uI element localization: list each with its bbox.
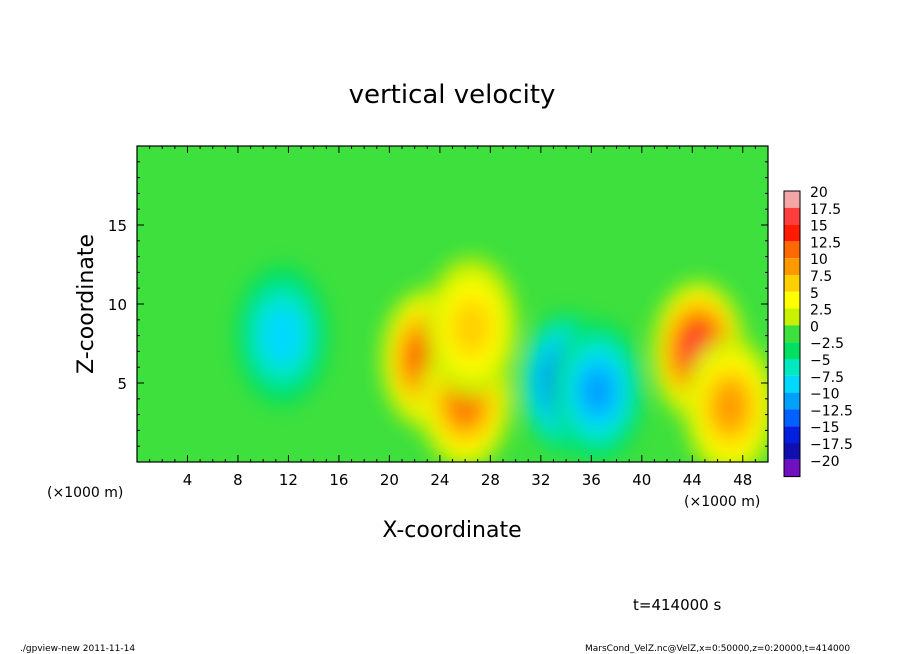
- colorbar-swatch: [784, 375, 800, 393]
- y-axis: 5 10 15: [108, 161, 768, 447]
- colorbar: 2017.51512.5107.552.50−2.5−5−7.5−10−12.5…: [783, 185, 853, 478]
- colorbar-swatch: [784, 207, 800, 225]
- colorbar-label: 10: [810, 252, 828, 268]
- colorbar-swatch: [784, 291, 800, 309]
- colorbar-swatch: [784, 224, 800, 242]
- colorbar-label: −10: [810, 387, 840, 403]
- colorbar-swatch: [784, 325, 800, 343]
- x-tick-label: 28: [481, 471, 500, 489]
- colorbar-swatch: [784, 359, 800, 376]
- y-tick-label: 5: [117, 375, 127, 393]
- colorbar-label: 12.5: [810, 235, 841, 251]
- velocity-feature: [261, 305, 303, 366]
- colorbar-swatch: [784, 426, 800, 443]
- colorbar-swatch: [784, 241, 800, 259]
- chart-title: vertical velocity: [349, 80, 556, 110]
- x-tick-label: 12: [279, 471, 298, 489]
- velocity-feature: [712, 381, 748, 432]
- colorbar-swatch: [784, 308, 800, 326]
- x-axis-label: X-coordinate: [382, 518, 521, 543]
- colorbar-swatch: [784, 443, 800, 460]
- x-axis: 4 8 12 16 20 24 28 32 36 40 44 48: [149, 146, 756, 489]
- x-tick-label: 36: [582, 471, 601, 489]
- colorbar-label: −2.5: [810, 336, 844, 352]
- y-tick-label: 15: [108, 217, 127, 235]
- velocity-feature: [450, 297, 493, 358]
- colorbar-label: −15: [810, 420, 840, 436]
- colorbar-label: −5: [810, 353, 831, 369]
- colorbar-label: −17.5: [810, 437, 853, 453]
- colorbar-swatch: [784, 275, 800, 292]
- colorbar-swatch: [784, 258, 800, 275]
- colorbar-label: −20: [810, 454, 840, 470]
- colorbar-label: 5: [810, 286, 819, 302]
- footer-right: MarsCond_VelZ.nc@VelZ,x=0:50000,z=0:2000…: [585, 644, 850, 654]
- colorbar-swatch: [784, 459, 800, 477]
- x-tick-label: 4: [183, 471, 193, 489]
- colorbar-swatch: [784, 409, 800, 427]
- colorbar-label: 2.5: [810, 303, 832, 319]
- x-unit-left: (×1000 m): [47, 485, 123, 501]
- x-unit-right: (×1000 m): [684, 494, 760, 510]
- velocity-feature: [580, 365, 616, 416]
- x-tick-label: 48: [733, 471, 752, 489]
- colorbar-swatch: [784, 342, 800, 359]
- x-tick-label: 16: [329, 471, 348, 489]
- colorbar-label: −12.5: [810, 403, 853, 419]
- x-tick-label: 44: [683, 471, 702, 489]
- x-tick-label: 24: [430, 471, 449, 489]
- x-tick-label: 32: [531, 471, 550, 489]
- time-label: t=414000 s: [633, 596, 721, 614]
- colorbar-label: 20: [810, 185, 828, 201]
- colorbar-label: 17.5: [810, 202, 841, 218]
- colorbar-swatch: [784, 392, 800, 410]
- footer-left: ./gpview-new 2011-11-14: [20, 644, 135, 654]
- colorbar-swatch: [784, 191, 800, 208]
- colorbar-label: 15: [810, 219, 828, 235]
- x-tick-label: 20: [380, 471, 399, 489]
- colorbar-frame: [783, 190, 801, 478]
- x-tick-label: 40: [632, 471, 651, 489]
- colorbar-label: −7.5: [810, 370, 844, 386]
- y-axis-label: Z-coordinate: [74, 234, 99, 374]
- plot-area: [137, 146, 768, 462]
- colorbar-label: 7.5: [810, 269, 832, 285]
- y-tick-label: 10: [108, 296, 127, 314]
- colorbar-label: 0: [810, 319, 819, 335]
- x-tick-label: 8: [233, 471, 243, 489]
